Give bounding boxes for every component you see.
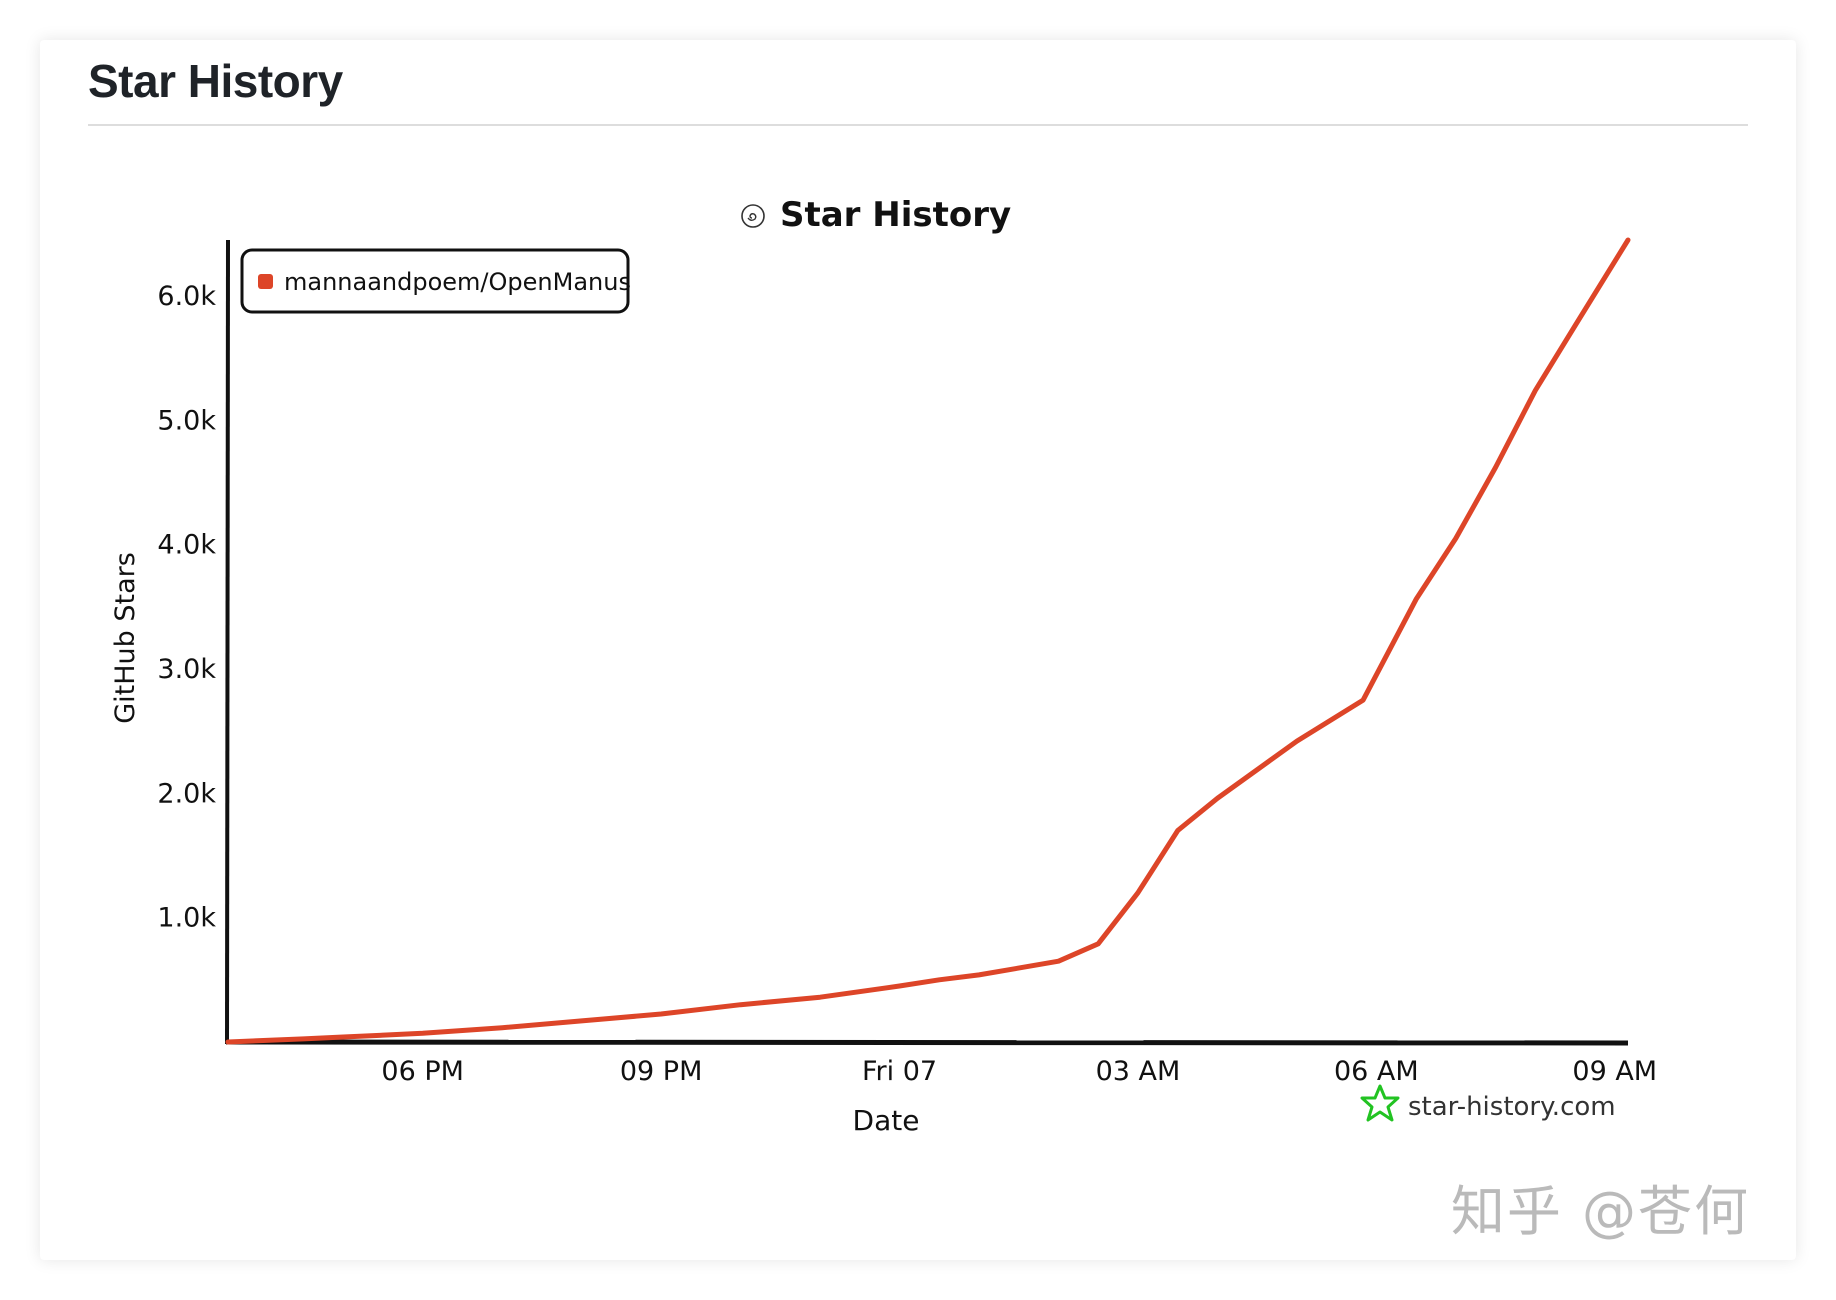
y-tick-label: 1.0k bbox=[157, 903, 216, 934]
y-axis-ticks: 1.0k 2.0k 3.0k 4.0k 5.0k 6.0k bbox=[157, 281, 216, 934]
x-tick-label: 03 AM bbox=[1096, 1056, 1181, 1087]
x-tick-label: Fri 07 bbox=[862, 1056, 937, 1087]
y-axis-line bbox=[225, 239, 230, 1045]
credit-group: star-history.com bbox=[1360, 1084, 1616, 1122]
x-axis-ticks: 06 PM 09 PM Fri 07 03 AM 06 AM 09 AM bbox=[381, 1056, 1657, 1087]
card-title: Star History bbox=[88, 55, 343, 107]
x-axis-line bbox=[225, 1039, 1629, 1046]
legend-box bbox=[240, 248, 630, 314]
x-tick-label: 09 PM bbox=[620, 1056, 703, 1087]
x-tick-label: 06 PM bbox=[381, 1056, 464, 1087]
y-tick-label: 4.0k bbox=[157, 530, 216, 561]
x-tick-label: 09 AM bbox=[1572, 1056, 1657, 1087]
legend-swatch bbox=[258, 274, 273, 289]
star-icon bbox=[1360, 1084, 1400, 1122]
star-history-chart: Star History 1.0k 2.0k 3.0k 4.0k 5.0k 6.0k 06… bbox=[110, 195, 1657, 1137]
star-history-card: Star History Star History 1.0k 2.0k 3.0k 4.… bbox=[40, 40, 1796, 1260]
y-tick-label: 3.0k bbox=[157, 654, 216, 685]
chart-title-group: Star History bbox=[741, 195, 1011, 235]
y-tick-label: 2.0k bbox=[157, 778, 216, 809]
y-tick-label: 5.0k bbox=[157, 405, 216, 436]
y-tick-label: 6.0k bbox=[157, 281, 216, 312]
series-group bbox=[225, 237, 1631, 1045]
x-tick-label: 06 AM bbox=[1334, 1056, 1419, 1087]
title-divider bbox=[88, 124, 1748, 126]
watermark: 知乎 @苍何 bbox=[1450, 1180, 1750, 1243]
legend: mannaandpoem/OpenManus bbox=[240, 248, 631, 314]
series-line bbox=[225, 237, 1631, 1045]
chart-title: Star History bbox=[780, 195, 1011, 235]
legend-label: mannaandpoem/OpenManus bbox=[284, 268, 631, 296]
github-icon bbox=[741, 204, 765, 228]
chart-axes bbox=[225, 239, 1629, 1046]
y-axis-label: GitHub Stars bbox=[110, 552, 141, 724]
x-axis-label: Date bbox=[853, 1104, 920, 1137]
credit-label: star-history.com bbox=[1408, 1092, 1616, 1122]
